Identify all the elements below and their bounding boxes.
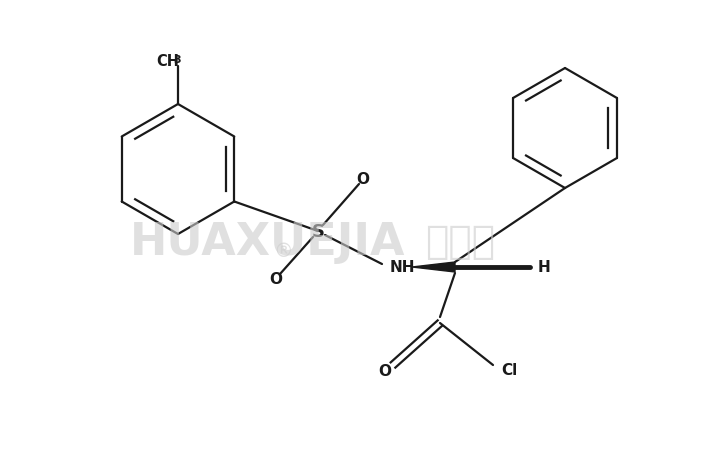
Text: Cl: Cl xyxy=(501,363,517,378)
Polygon shape xyxy=(412,263,455,272)
Text: 化学加: 化学加 xyxy=(425,223,495,260)
Text: CH: CH xyxy=(156,54,179,69)
Text: ®: ® xyxy=(273,242,292,260)
Text: S: S xyxy=(311,223,325,240)
Text: NH: NH xyxy=(390,260,416,275)
Text: H: H xyxy=(538,260,551,275)
Text: HUAXUEJIA: HUAXUEJIA xyxy=(130,220,406,263)
Text: 3: 3 xyxy=(173,55,181,65)
Text: O: O xyxy=(357,172,369,187)
Text: O: O xyxy=(269,272,283,287)
Text: O: O xyxy=(379,364,391,379)
